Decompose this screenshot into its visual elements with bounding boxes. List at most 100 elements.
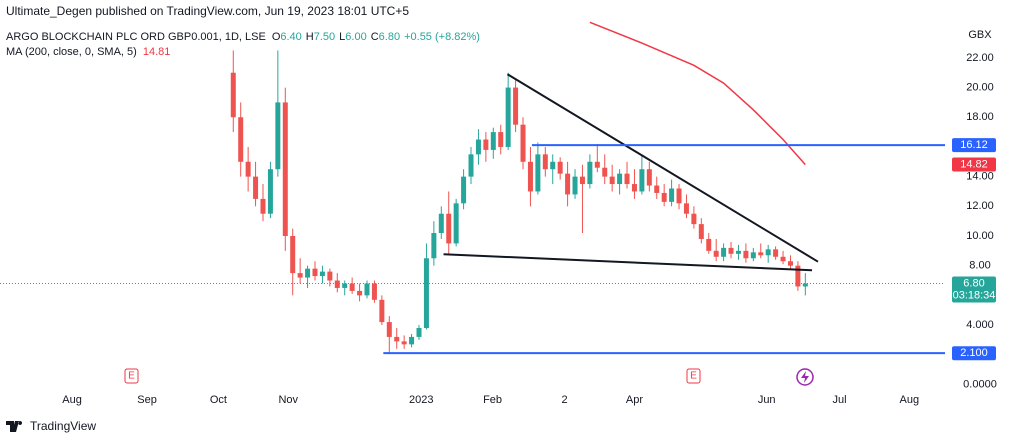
candle-body — [364, 283, 370, 296]
candle-body — [446, 213, 452, 244]
ohlc-value: 6.00 — [345, 31, 366, 43]
price-label-box — [952, 138, 996, 153]
candle-body — [371, 283, 377, 300]
candle-body — [416, 328, 422, 337]
candle-body — [468, 154, 474, 177]
ohlc-key: H — [306, 31, 314, 43]
candle-body — [475, 139, 481, 155]
candle-body — [319, 271, 325, 277]
ma-last: 14.81 — [143, 46, 171, 58]
publisher: Ultimate_Degen published on TradingView.… — [6, 4, 409, 18]
candle-body — [297, 273, 303, 278]
candle-body — [728, 247, 734, 254]
candle-body — [453, 203, 459, 244]
x-tick-label: 2023 — [409, 394, 433, 406]
symbol: ARGO BLOCKCHAIN PLC ORD GBP0.001, 1D, LS… — [6, 31, 266, 43]
ma-name: MA (200, close, 0, SMA, 5) — [6, 46, 137, 58]
currency: GBX — [968, 29, 992, 41]
candle-body — [661, 192, 667, 202]
candle-body — [386, 322, 392, 337]
x-tick-label: Feb — [483, 394, 502, 406]
candle-body — [431, 233, 437, 259]
candle-body — [230, 72, 236, 118]
candle-body — [721, 247, 727, 257]
price-label: 2.100 — [960, 347, 988, 359]
candle-body — [401, 341, 407, 345]
candle-body — [409, 336, 415, 345]
candle-body — [750, 252, 756, 259]
x-tick-label: Nov — [278, 394, 298, 406]
candle-body — [609, 176, 615, 185]
x-tick-label: Apr — [626, 394, 643, 406]
ohlc-key: L — [339, 31, 345, 43]
earnings-marker: E — [686, 368, 701, 384]
candle-body — [527, 161, 533, 192]
candle-body — [245, 161, 251, 177]
candle-body — [617, 173, 623, 185]
candle-body — [550, 161, 556, 170]
last-price-box — [952, 276, 996, 303]
trend-line — [506, 73, 819, 263]
candle-body — [513, 87, 519, 125]
candle-body — [357, 290, 363, 296]
candle-body — [490, 132, 496, 150]
price-label: 16.12 — [960, 139, 988, 151]
candle-body — [334, 280, 340, 288]
candle-body — [587, 161, 593, 185]
candle-body — [691, 213, 697, 225]
candle-body — [498, 132, 504, 147]
candle-body — [305, 268, 311, 278]
candle-body — [520, 124, 526, 162]
candle-body — [706, 238, 712, 251]
candle-body — [253, 176, 259, 199]
candle-body — [713, 250, 719, 257]
y-tick-label: 4.000 — [966, 319, 994, 331]
candle-body — [698, 224, 704, 239]
candle-body — [602, 167, 608, 177]
price-label: 14.82 — [960, 158, 988, 170]
candle-body — [275, 102, 281, 170]
candle-body — [565, 173, 571, 195]
candle-body — [327, 271, 333, 281]
ma-legend: MA (200, close, 0, SMA, 5) 14.81 — [6, 46, 170, 58]
ohlc-key: O — [272, 31, 281, 43]
svg-text:E: E — [690, 371, 697, 382]
y-tick-label: 22.00 — [966, 52, 994, 64]
trend-line — [443, 253, 813, 272]
ohlc-value: 7.50 — [314, 31, 335, 43]
candle-body — [594, 161, 600, 168]
change: +0.55 (+8.82%) — [404, 31, 480, 43]
y-tick-label: 10.00 — [966, 230, 994, 242]
candle-body — [290, 235, 296, 274]
symbol-legend: ARGO BLOCKCHAIN PLC ORD GBP0.001, 1D, LS… — [6, 31, 480, 43]
ohlc-value: 6.40 — [280, 31, 301, 43]
x-tick-label: 2 — [562, 394, 568, 406]
candle-body — [557, 161, 563, 174]
candle-body — [282, 102, 288, 236]
dividend-marker — [796, 368, 814, 386]
candle-body — [773, 249, 779, 257]
y-tick-label: 0.0000 — [963, 378, 997, 390]
candle-body — [787, 261, 793, 266]
x-tick-label: Oct — [210, 394, 227, 406]
candle-body — [349, 283, 355, 291]
candle-body — [312, 268, 318, 277]
y-tick-label: 14.00 — [966, 171, 994, 183]
candle-body — [423, 258, 429, 329]
x-tick-label: Jun — [758, 394, 776, 406]
candle-body — [743, 250, 749, 259]
moving-average — [589, 21, 806, 166]
earnings-marker: E — [124, 368, 139, 384]
candle-body — [654, 185, 660, 193]
candle-body — [802, 283, 808, 287]
candle-body — [342, 283, 348, 288]
x-tick-label: Sep — [137, 394, 157, 406]
x-tick-label: Aug — [62, 394, 82, 406]
y-tick-label: 18.00 — [966, 111, 994, 123]
candle-body — [394, 336, 400, 342]
candle-body — [676, 188, 682, 204]
candle-body — [542, 154, 548, 170]
candle-body — [379, 299, 385, 323]
